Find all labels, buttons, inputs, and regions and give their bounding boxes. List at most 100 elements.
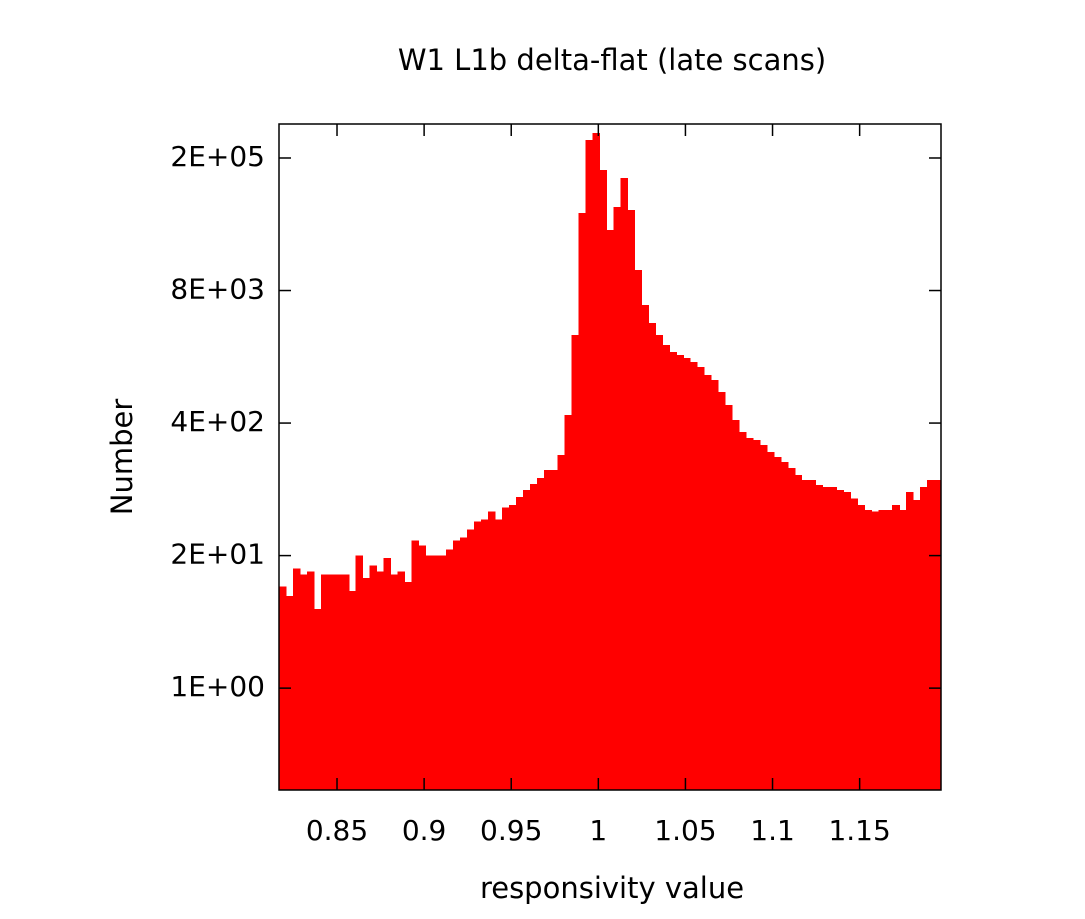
bar — [697, 367, 705, 790]
bar — [934, 480, 942, 790]
bar — [606, 230, 615, 791]
bar — [780, 461, 789, 790]
y-tick-label: 8E+03 — [170, 273, 265, 306]
x-tick-label: 1.05 — [654, 814, 716, 847]
bar — [418, 545, 426, 790]
chart-title: W1 L1b delta-flat (late scans) — [398, 43, 826, 77]
bar — [829, 487, 838, 790]
bar — [432, 555, 440, 790]
y-tick-label: 4E+02 — [170, 405, 265, 438]
bar — [564, 415, 573, 790]
bar — [899, 510, 907, 790]
bar — [906, 492, 914, 790]
bar — [488, 511, 496, 790]
x-tick-label: 0.85 — [306, 814, 368, 847]
bar — [292, 568, 301, 790]
bar — [648, 323, 656, 790]
y-tick-label: 1E+00 — [170, 670, 265, 703]
bar — [927, 480, 935, 790]
bar — [501, 507, 510, 790]
bar — [536, 478, 545, 790]
bar — [738, 432, 747, 790]
bar — [627, 209, 635, 790]
plot-frame — [278, 123, 942, 791]
bar — [794, 475, 803, 790]
bar — [334, 574, 343, 790]
bar — [495, 519, 503, 790]
bar — [704, 374, 712, 790]
bar — [390, 574, 399, 790]
bar — [481, 519, 489, 790]
bar — [313, 608, 322, 790]
bar — [857, 504, 865, 790]
bar — [676, 355, 684, 790]
bar — [376, 571, 385, 790]
bar — [773, 456, 782, 790]
x-tick-label: 1.1 — [750, 814, 795, 847]
bar — [474, 521, 482, 790]
bar — [543, 470, 552, 790]
bar — [522, 490, 531, 790]
bar — [711, 379, 719, 790]
bar — [341, 574, 350, 790]
bar — [871, 511, 879, 790]
x-axis-label: responsivity value — [480, 871, 744, 905]
bar — [585, 140, 594, 791]
bar — [920, 487, 928, 790]
bar — [634, 270, 642, 790]
bar — [320, 574, 329, 790]
bar — [397, 571, 406, 790]
bar — [285, 596, 294, 790]
y-tick-label: 2E+01 — [170, 538, 265, 571]
bar — [731, 420, 740, 790]
bar — [578, 213, 587, 790]
bar — [759, 445, 768, 790]
bar — [787, 467, 796, 790]
bar — [718, 392, 726, 790]
bar — [655, 335, 663, 790]
bar — [620, 177, 629, 791]
bar — [571, 335, 580, 790]
bar — [411, 540, 419, 790]
bar — [613, 206, 622, 790]
bar — [599, 169, 608, 790]
axes: 0.85 0.9 0.95 1 1.05 1.1 1.15 1E+00 2E+01 4E+02 8E… — [170, 123, 942, 847]
bar — [550, 470, 559, 790]
bar — [369, 565, 378, 790]
bar — [592, 133, 601, 790]
bar — [822, 487, 831, 790]
bar — [355, 555, 364, 790]
bar — [850, 498, 858, 790]
bar — [745, 438, 754, 790]
bar — [683, 358, 691, 790]
bar — [515, 497, 524, 790]
bar — [404, 582, 412, 790]
bar — [808, 480, 817, 790]
x-tick-label: 0.95 — [480, 814, 542, 847]
x-tick-label: 0.9 — [402, 814, 447, 847]
bar — [439, 555, 447, 790]
bar — [669, 352, 677, 790]
bar — [425, 555, 433, 790]
bar — [383, 557, 392, 790]
bar — [815, 484, 824, 790]
bar — [752, 440, 761, 790]
bar — [690, 362, 698, 790]
bar — [508, 504, 517, 790]
bar — [843, 492, 852, 790]
bar — [306, 571, 315, 790]
x-tick-label: 1 — [589, 814, 607, 847]
bar — [467, 529, 475, 790]
bar — [327, 574, 336, 790]
bar — [885, 510, 893, 790]
bar — [836, 490, 845, 790]
bar — [864, 510, 872, 790]
y-axis-label: Number — [105, 399, 139, 516]
bar — [724, 405, 733, 790]
bar — [446, 549, 454, 790]
bar — [641, 305, 649, 790]
bar — [557, 455, 566, 790]
bars — [279, 133, 942, 791]
